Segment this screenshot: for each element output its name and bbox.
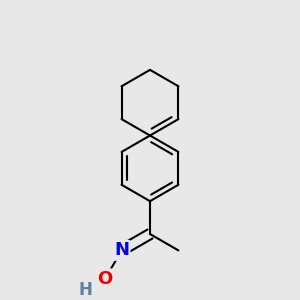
Text: N: N <box>114 242 129 260</box>
Text: O: O <box>98 270 113 288</box>
Text: H: H <box>78 281 92 299</box>
